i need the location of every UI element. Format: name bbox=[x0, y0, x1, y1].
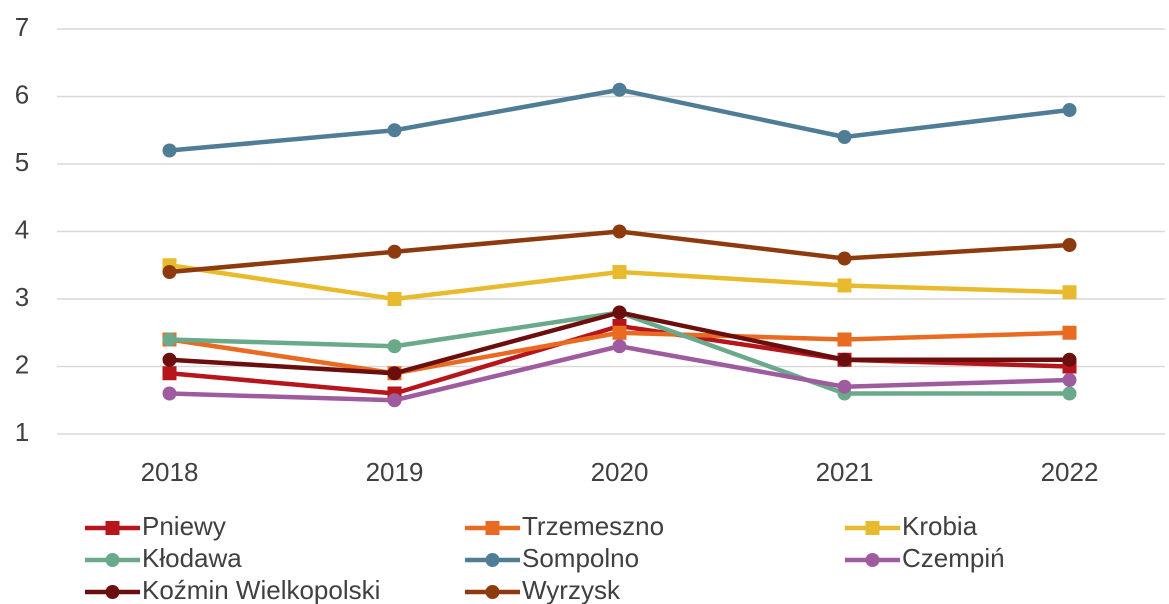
y-tick-label: 2 bbox=[15, 349, 29, 379]
data-point bbox=[1062, 352, 1077, 367]
data-point bbox=[837, 278, 852, 293]
legend-label: Sompolno bbox=[522, 543, 639, 573]
legend-label: Trzemeszno bbox=[522, 511, 664, 541]
legend-label: Koźmin Wielkopolski bbox=[142, 575, 380, 604]
data-point bbox=[612, 224, 627, 239]
y-tick-label: 4 bbox=[15, 214, 29, 244]
data-point bbox=[1062, 285, 1077, 300]
data-point bbox=[612, 82, 627, 97]
data-point bbox=[387, 292, 402, 306]
data-point bbox=[162, 143, 177, 158]
data-point bbox=[1062, 103, 1077, 117]
y-tick-label: 5 bbox=[15, 147, 29, 177]
data-point bbox=[387, 366, 402, 381]
legend-marker bbox=[105, 553, 120, 567]
data-point bbox=[837, 332, 852, 347]
legend-marker bbox=[105, 585, 120, 599]
data-point bbox=[162, 265, 177, 279]
y-tick-label: 6 bbox=[15, 79, 29, 109]
legend-marker bbox=[865, 553, 880, 567]
y-tick-label: 3 bbox=[15, 282, 29, 312]
data-point bbox=[612, 325, 627, 340]
x-tick-label: 2019 bbox=[366, 457, 424, 487]
legend-label: Wyrzysk bbox=[522, 575, 621, 604]
y-tick-label: 1 bbox=[15, 417, 29, 447]
y-tick-label: 7 bbox=[15, 12, 29, 42]
x-tick-label: 2020 bbox=[591, 457, 649, 487]
data-point bbox=[387, 393, 402, 408]
data-point bbox=[837, 251, 852, 266]
data-point bbox=[162, 352, 177, 367]
legend-marker bbox=[105, 521, 120, 535]
data-point bbox=[162, 366, 177, 381]
data-point bbox=[1062, 386, 1077, 401]
x-tick-label: 2022 bbox=[1041, 457, 1099, 487]
x-tick-label: 2021 bbox=[816, 457, 874, 487]
series-line bbox=[169, 87, 1070, 153]
data-point bbox=[387, 244, 402, 259]
legend-label: Czempiń bbox=[902, 543, 1005, 573]
legend-marker bbox=[865, 521, 880, 535]
legend-marker bbox=[485, 553, 500, 567]
data-point bbox=[1062, 325, 1077, 340]
data-point bbox=[612, 265, 627, 279]
legend-label: Krobia bbox=[902, 511, 978, 541]
legend-label: Pniewy bbox=[142, 511, 226, 541]
data-point bbox=[612, 305, 627, 320]
data-point bbox=[1062, 373, 1077, 387]
data-point bbox=[162, 386, 177, 401]
data-point bbox=[387, 339, 402, 354]
legend-marker bbox=[485, 521, 500, 535]
data-point bbox=[1062, 238, 1077, 252]
legend-label: Kłodawa bbox=[142, 543, 242, 573]
data-point bbox=[387, 123, 402, 138]
data-point bbox=[162, 332, 177, 347]
data-point bbox=[837, 379, 852, 394]
data-point bbox=[612, 339, 627, 354]
data-point bbox=[837, 130, 852, 144]
legend-marker bbox=[485, 585, 500, 599]
data-point bbox=[837, 352, 852, 367]
x-tick-label: 2018 bbox=[141, 457, 199, 487]
